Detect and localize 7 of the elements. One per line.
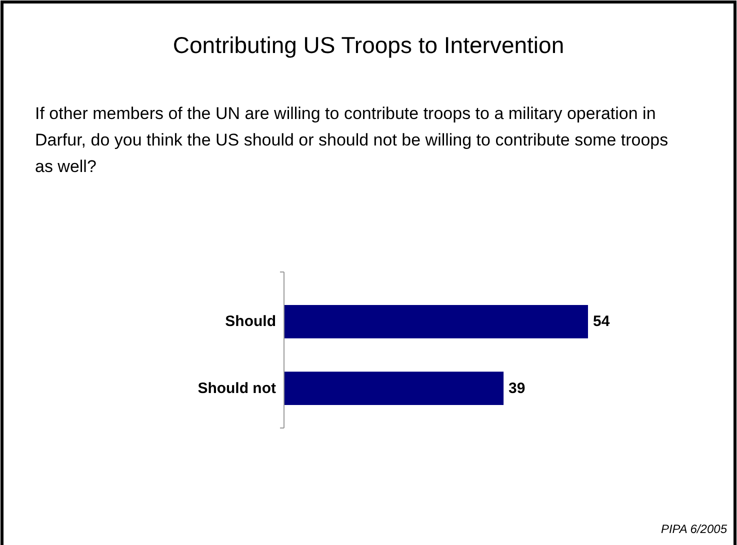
- chart-title: Contributing US Troops to Intervention: [172, 32, 564, 58]
- y-tick-label: Should not: [198, 380, 276, 397]
- text: PIPA 6/2005: [660, 522, 728, 536]
- y-tick-label: Should: [225, 313, 276, 330]
- data-label: 54: [593, 313, 610, 330]
- chart-subtitle: If other members of the UN are willing to contribute troops to a military operation in Darfur, do you think the US should or should not be willing to contribute some troops as well?: [35, 104, 668, 176]
- data-label: 39: [508, 380, 526, 397]
